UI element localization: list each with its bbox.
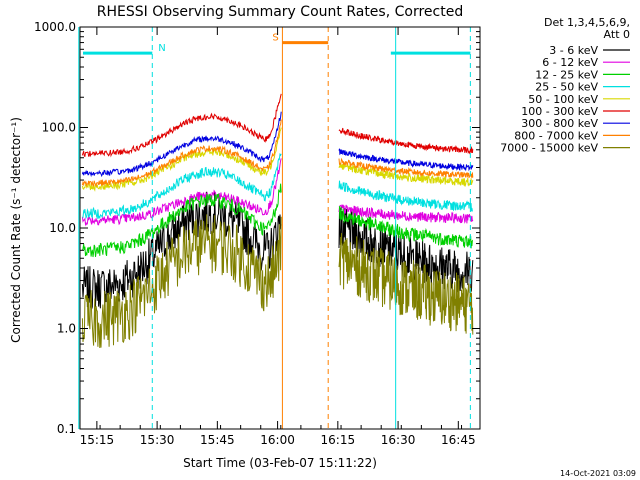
series-line-12-25-kev — [338, 205, 473, 249]
series-line-6-12-kev — [338, 204, 474, 224]
x-tick-label: 16:30 — [381, 433, 416, 447]
y-axis-label: Corrected Count Rate (s⁻¹ detector⁻¹) — [9, 117, 23, 343]
series-line-7000-15000-kev — [81, 214, 282, 349]
x-tick-label: 15:45 — [200, 433, 235, 447]
series-line-800-7000-kev — [81, 119, 282, 188]
legend-label: 25 - 50 keV — [535, 81, 598, 94]
series-line-12-25-kev — [81, 183, 282, 258]
annotation-label: S — [272, 33, 278, 44]
x-tick-label: 16:45 — [441, 433, 476, 447]
series-line-25-50-kev — [338, 180, 473, 212]
legend-label: 300 - 800 keV — [521, 117, 598, 130]
annotation-label: N — [158, 43, 165, 54]
legend-header-line-1: Det 1,3,4,5,6,9, — [544, 16, 630, 29]
chart-title: RHESSI Observing Summary Count Rates, Co… — [97, 4, 463, 20]
series-line-100-300-kev — [338, 127, 474, 155]
series-line-50-100-kev — [338, 161, 474, 188]
legend-label: 12 - 25 keV — [535, 68, 598, 81]
series-line-100-300-kev — [81, 93, 282, 158]
legend-label: 800 - 7000 keV — [514, 129, 598, 142]
x-tick-label: 16:00 — [260, 433, 295, 447]
series-line-800-7000-kev — [338, 157, 474, 178]
legend-label: 50 - 100 keV — [528, 93, 598, 106]
legend-header-line-2: Att 0 — [604, 28, 630, 41]
series-line-300-800-kev — [81, 111, 282, 178]
y-tick-label: 1000.0 — [34, 20, 76, 34]
footer-timestamp: 14-Oct-2021 03:09 — [560, 469, 636, 478]
y-tick-label: 0.1 — [57, 422, 76, 436]
y-tick-label: 1.0 — [57, 322, 76, 336]
x-tick-label: 15:15 — [80, 433, 115, 447]
x-axis-label: Start Time (03-Feb-07 15:11:22) — [183, 456, 377, 470]
plot-frame — [79, 26, 481, 430]
legend-label: 7000 - 15000 keV — [500, 142, 598, 155]
y-tick-label: 10.0 — [49, 221, 76, 235]
legend-label: 3 - 6 keV — [549, 44, 598, 57]
series-line-300-800-kev — [338, 148, 474, 172]
y-tick-label: 100.0 — [42, 121, 76, 135]
series-line-6-12-kev — [81, 158, 282, 227]
series-line-3-6-kev — [81, 191, 282, 309]
series-line-7000-15000-kev — [338, 233, 474, 335]
x-tick-label: 15:30 — [140, 433, 175, 447]
series-line-50-100-kev — [81, 127, 282, 192]
series-line-25-50-kev — [82, 152, 282, 220]
legend-label: 100 - 300 keV — [521, 105, 598, 118]
legend-label: 6 - 12 keV — [542, 56, 598, 69]
x-tick-label: 16:15 — [321, 433, 356, 447]
